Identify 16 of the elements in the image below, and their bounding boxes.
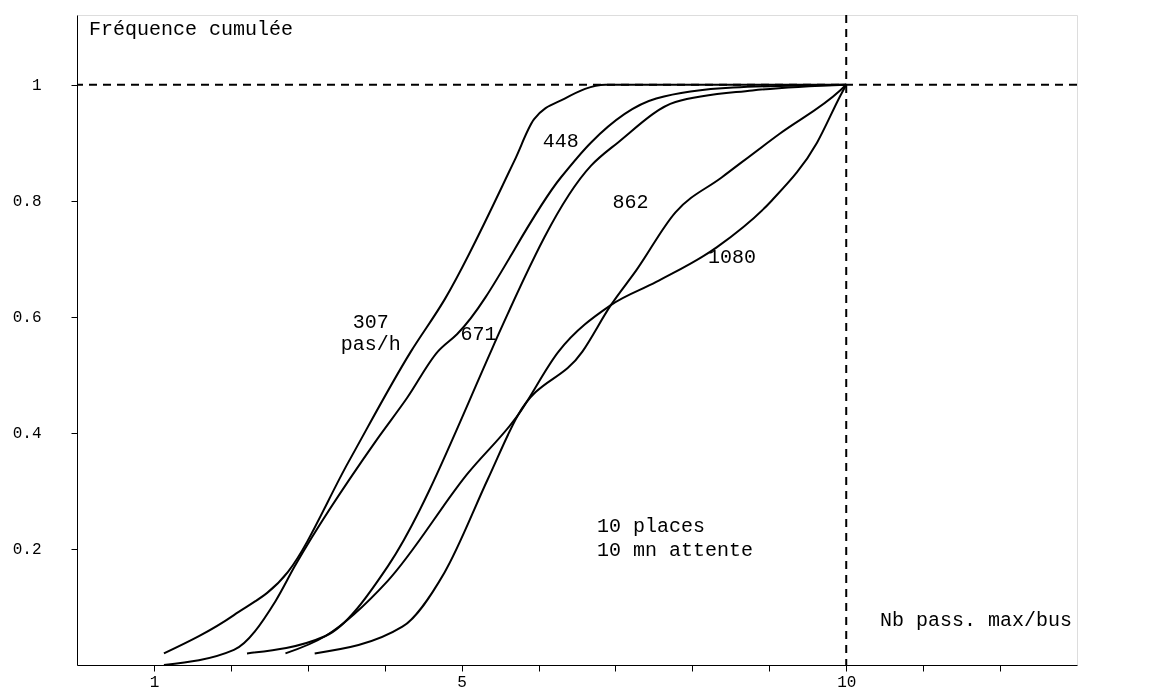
y-tick-label: 1 (31, 77, 42, 96)
annotation: 10 places 10 mn attente (597, 514, 754, 562)
y-tick-label: 0.8 (12, 193, 42, 212)
series-label: 307 pas/h (340, 310, 401, 356)
y-tick-label: 0.2 (12, 541, 42, 560)
y-tick-label: 0.4 (12, 425, 42, 444)
series-label: 862 (612, 191, 649, 215)
y-axis-title: Fréquence cumulée (89, 18, 294, 41)
x-axis-title: Nb pass. max/bus (879, 609, 1072, 632)
x-tick-label: 10 (837, 673, 857, 692)
series-label: 671 (460, 323, 497, 347)
series-label: 448 (542, 129, 579, 153)
y-tick-label: 0.6 (12, 309, 42, 328)
x-tick-label: 5 (457, 673, 467, 692)
x-tick-label: 1 (149, 673, 160, 692)
series-label: 1080 (707, 246, 757, 270)
